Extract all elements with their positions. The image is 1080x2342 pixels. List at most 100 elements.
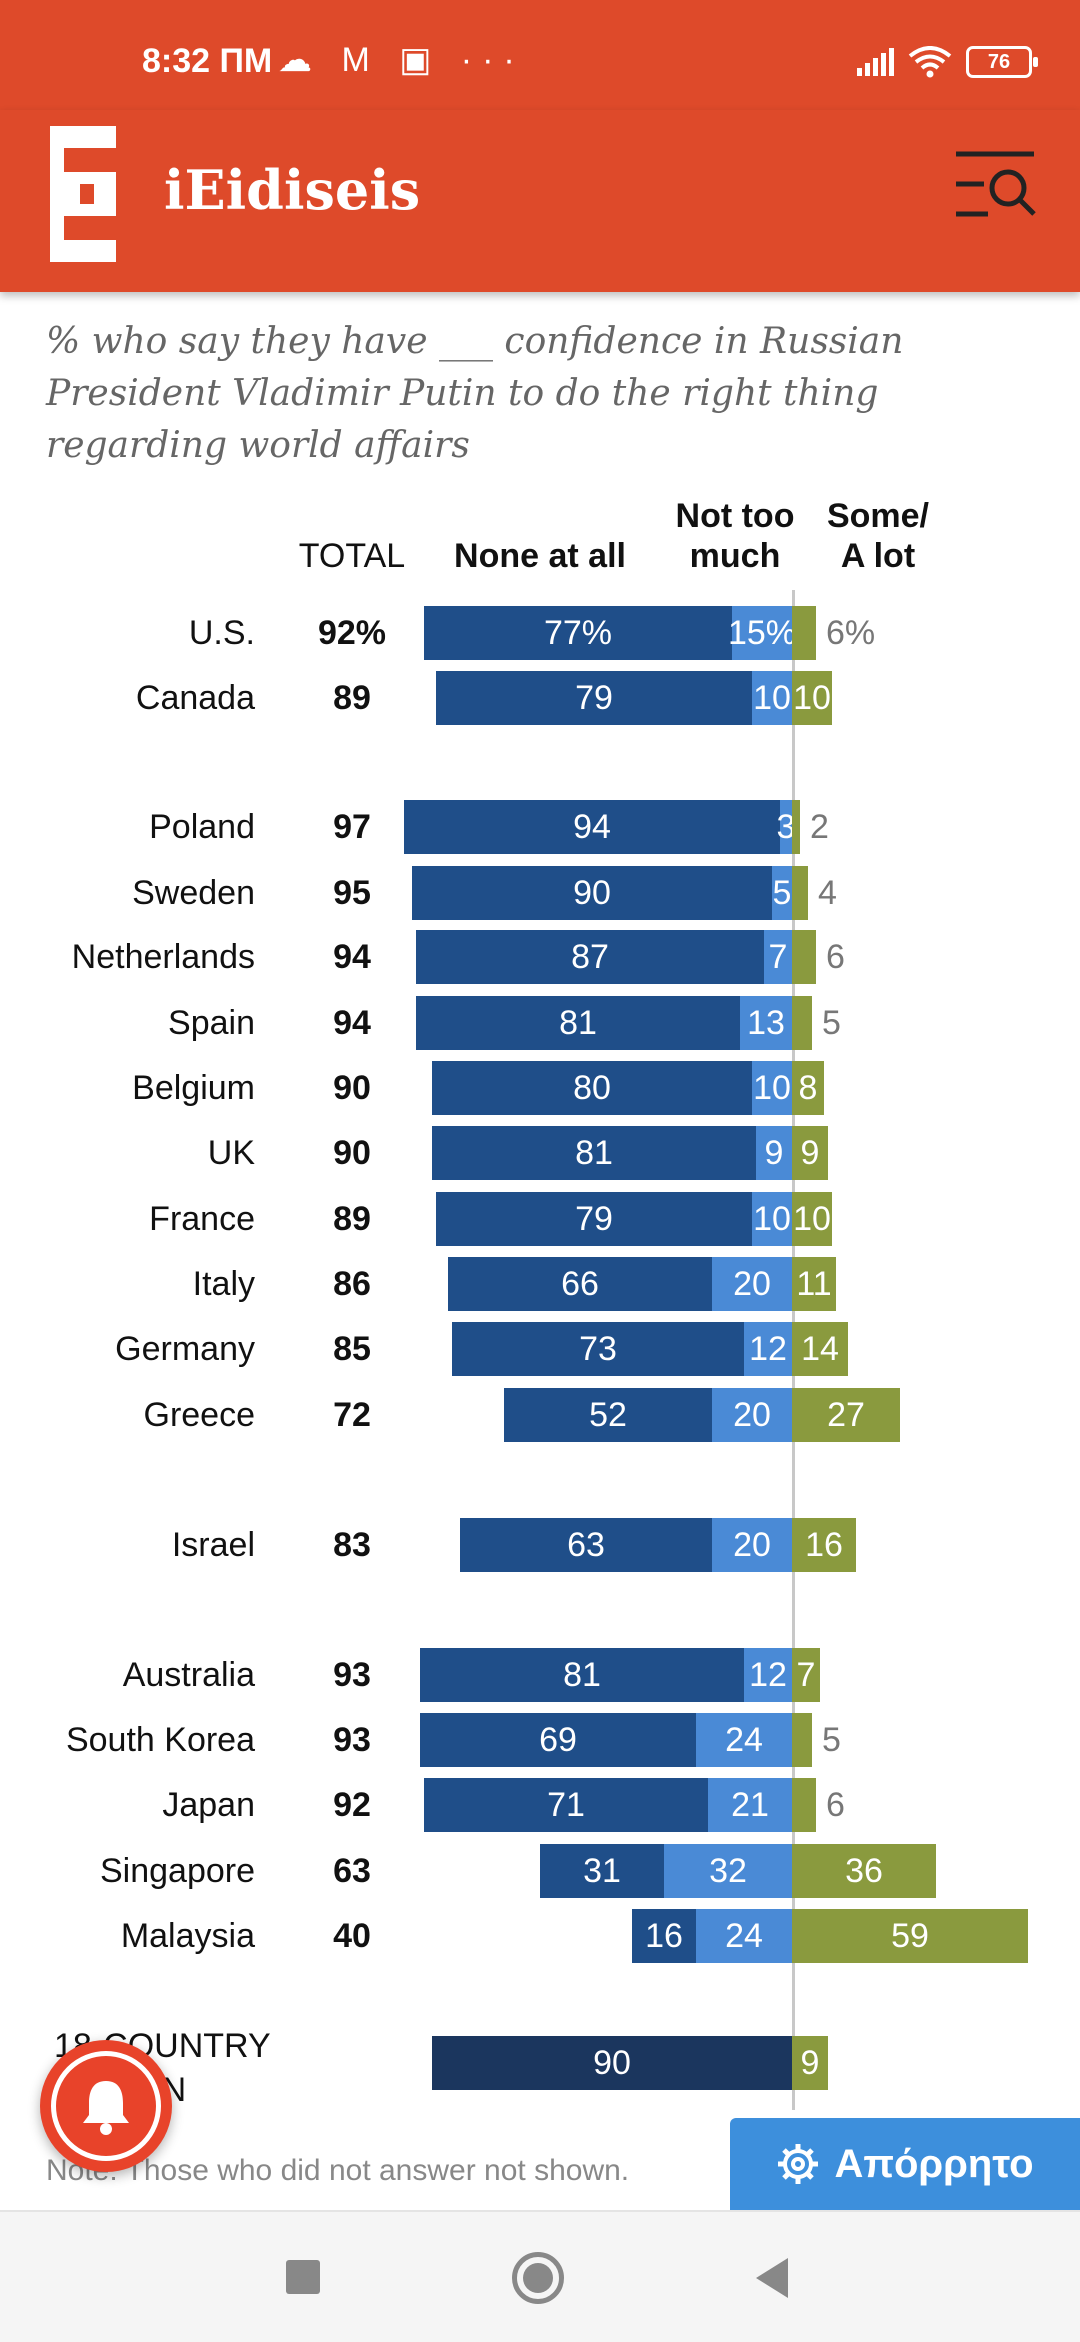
- privacy-label: Απόρρητο: [834, 2141, 1034, 2186]
- bar-some-external-label: 5: [822, 1004, 841, 1042]
- bar-some-a-lot: [792, 1322, 848, 1376]
- bar-not-too-much: 13: [740, 996, 792, 1050]
- bar-some-external-label: 2: [810, 808, 829, 846]
- bar-some-external-label: 6: [826, 1786, 845, 1824]
- bar-some-label: 9: [800, 1133, 820, 1172]
- bar-some-label: 27: [827, 1395, 865, 1434]
- header-nottoo-2: much: [689, 537, 781, 575]
- bell-icon: [83, 2081, 129, 2135]
- wifi-icon: [908, 46, 952, 78]
- menu-search-icon[interactable]: [954, 148, 1036, 220]
- bar-some-label: 14: [801, 1329, 839, 1368]
- bar-not-too-much: 12: [744, 1648, 792, 1702]
- bar-some-a-lot: [792, 1518, 856, 1572]
- total-value: 63: [333, 1852, 371, 1890]
- bar-not-too-much: 10: [752, 1061, 792, 1115]
- bar-some-a-lot: [792, 1192, 832, 1246]
- bar-some-a-lot: [792, 866, 808, 920]
- total-value: 90: [333, 1134, 371, 1172]
- bar-some-external-label: 4: [818, 874, 837, 912]
- median-bar-none: 90: [432, 2036, 792, 2090]
- bar-not-too-much: 9: [756, 1126, 792, 1180]
- bar-none-at-all: 87: [416, 930, 764, 984]
- privacy-button[interactable]: Απόρρητο: [730, 2118, 1080, 2210]
- bar-some-a-lot: [792, 1713, 812, 1767]
- bar-not-too-much: 32: [664, 1844, 792, 1898]
- bar-not-too-much: 20: [712, 1388, 792, 1442]
- bar-none-at-all: 81: [420, 1648, 744, 1702]
- total-value: 40: [333, 1917, 371, 1955]
- bar-none-at-all: 90: [412, 866, 772, 920]
- bar-not-too-much: 24: [696, 1909, 792, 1963]
- status-time: 8:32 ПМ: [142, 42, 273, 80]
- country-label: Sweden: [132, 874, 255, 912]
- bar-some-external-label: 6%: [826, 614, 876, 652]
- bar-not-too-much: 20: [712, 1518, 792, 1572]
- total-value: 95: [333, 874, 371, 912]
- header-some-1: Some/: [826, 497, 930, 535]
- country-label: Japan: [162, 1786, 255, 1824]
- bar-some-a-lot: [792, 1257, 836, 1311]
- country-label: Netherlands: [71, 938, 255, 976]
- bar-none-at-all: 81: [416, 996, 740, 1050]
- median-bar-some: 9: [792, 2036, 828, 2090]
- bar-some-label: 10: [793, 678, 831, 717]
- back-button[interactable]: [756, 2258, 788, 2298]
- total-value: 93: [333, 1721, 371, 1759]
- bar-none-at-all: 79: [436, 1192, 752, 1246]
- country-label: Malaysia: [120, 1917, 255, 1955]
- bar-some-a-lot: [792, 1126, 828, 1180]
- home-button[interactable]: [512, 2252, 564, 2304]
- total-value: 89: [333, 1200, 371, 1238]
- country-label: Belgium: [132, 1069, 255, 1107]
- bar-none-at-all: 80: [432, 1061, 752, 1115]
- bar-none-at-all: 94: [404, 800, 780, 854]
- total-value: 89: [333, 679, 371, 717]
- status-right: 76: [857, 46, 1038, 78]
- bar-some-label: 36: [845, 1851, 883, 1890]
- bar-some-a-lot: [792, 606, 816, 660]
- total-value: 83: [333, 1526, 371, 1564]
- app-bar: iEidiseis: [0, 110, 1080, 292]
- bar-some-a-lot: [792, 671, 832, 725]
- bar-not-too-much: 20: [712, 1257, 792, 1311]
- country-label: Canada: [135, 679, 255, 717]
- bar-not-too-much: 15%: [728, 606, 796, 660]
- country-label: Australia: [122, 1656, 255, 1694]
- bar-none-at-all: 73: [452, 1322, 744, 1376]
- country-label: Italy: [192, 1265, 255, 1303]
- gear-icon: [778, 2144, 819, 2184]
- bar-not-too-much: 10: [752, 671, 792, 725]
- bar-some-external-label: 5: [822, 1721, 841, 1759]
- bar-some-a-lot: [792, 1648, 820, 1702]
- header-total: TOTAL: [298, 537, 406, 575]
- system-nav-bar: [0, 2210, 1080, 2342]
- bar-none-at-all: 71: [424, 1778, 708, 1832]
- bar-none-at-all: 81: [432, 1126, 756, 1180]
- app-title[interactable]: iEidiseis: [164, 158, 421, 222]
- country-label: Singapore: [99, 1852, 255, 1890]
- article-content: % who say they have ___ confidence in Ru…: [0, 292, 1080, 2212]
- bar-some-label: 16: [805, 1525, 843, 1564]
- country-label: Poland: [149, 808, 255, 846]
- logo-icon[interactable]: [50, 126, 116, 262]
- bar-not-too-much: 21: [708, 1778, 792, 1832]
- bar-some-label: 7: [796, 1655, 816, 1694]
- bar-not-too-much: 24: [696, 1713, 792, 1767]
- chart-subtitle: % who say they have ___ confidence in Ru…: [46, 321, 904, 466]
- bar-not-too-much: 7: [764, 930, 792, 984]
- bar-some-external-label: 6: [826, 938, 845, 976]
- bar-some-label: 10: [793, 1199, 831, 1238]
- battery-icon: 76: [966, 46, 1038, 78]
- total-value: 72: [333, 1396, 371, 1434]
- total-value: 94: [333, 1004, 371, 1042]
- bar-not-too-much: 10: [752, 1192, 792, 1246]
- bar-not-too-much: 12: [744, 1322, 792, 1376]
- bar-not-too-much: 3: [777, 800, 795, 854]
- recents-button[interactable]: [286, 2260, 320, 2294]
- bar-none-at-all: 77%: [424, 606, 732, 660]
- total-value: 86: [333, 1265, 371, 1303]
- country-label: U.S.: [188, 614, 255, 652]
- notification-bell-button[interactable]: [40, 2040, 172, 2172]
- country-label: South Korea: [65, 1721, 255, 1759]
